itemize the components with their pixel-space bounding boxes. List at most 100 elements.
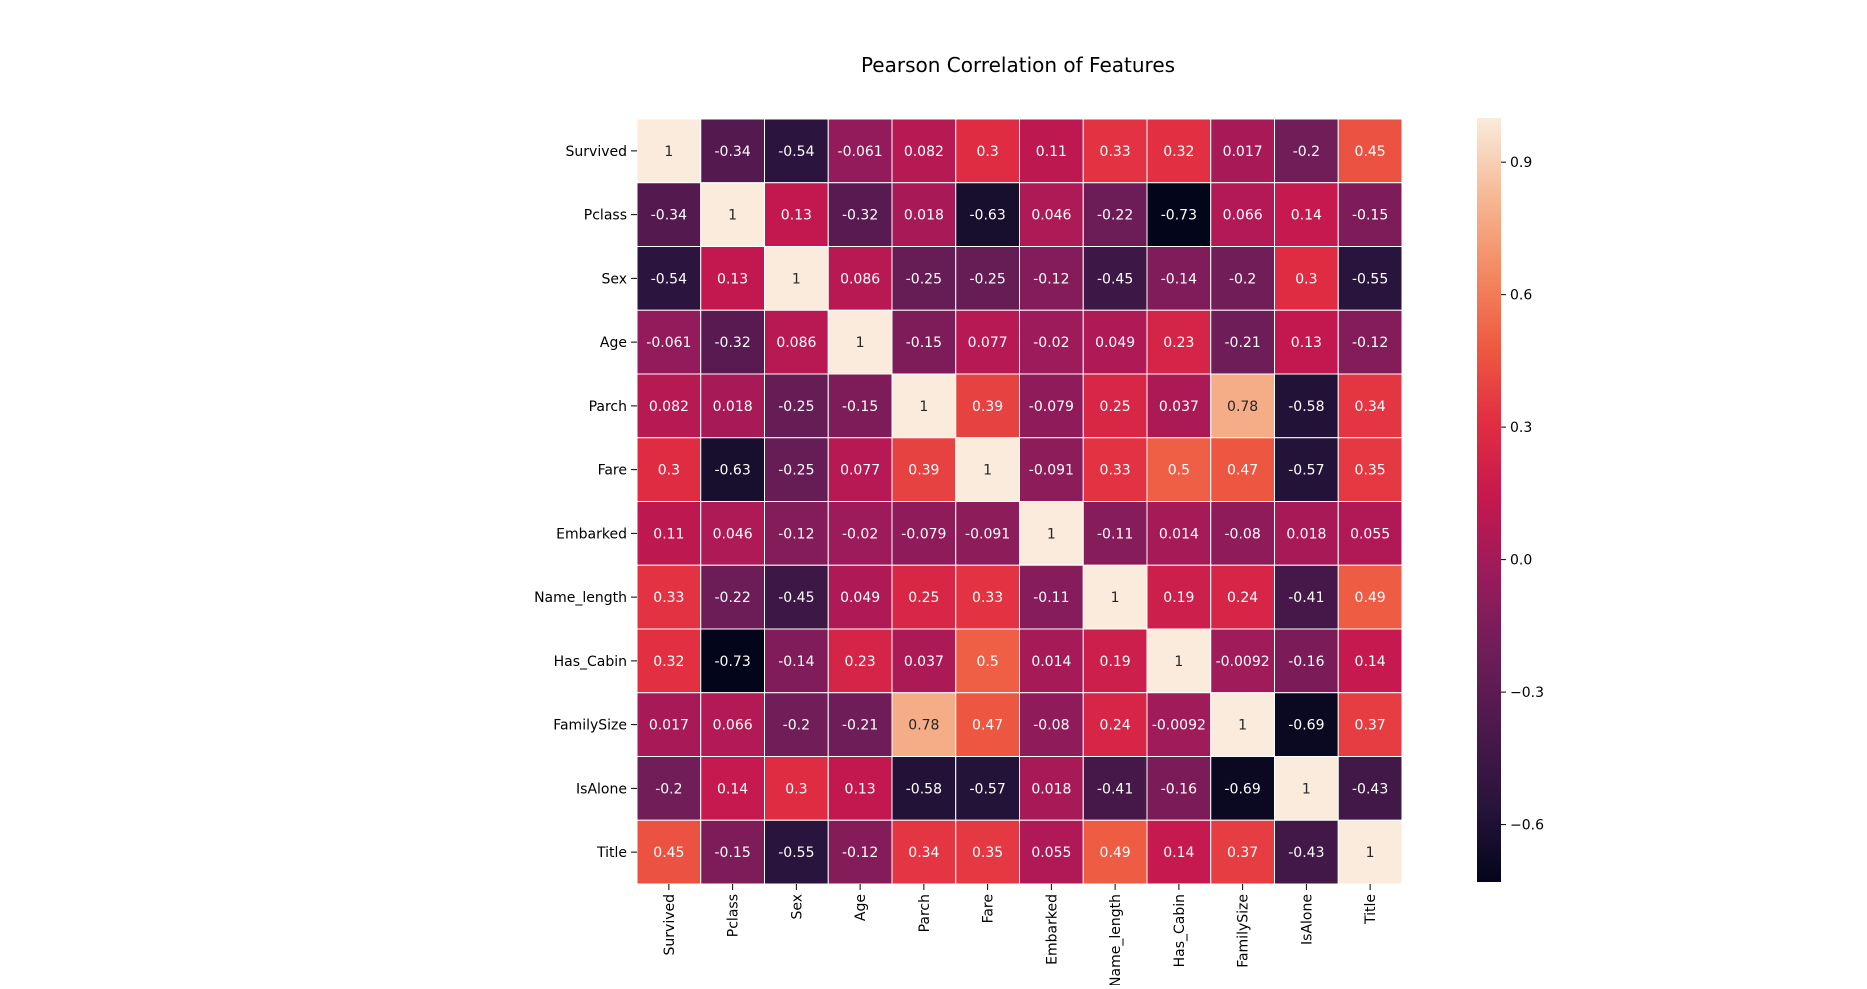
cell-value-label: 0.014 bbox=[1031, 654, 1071, 670]
heatmap-cell-embarked-embarked bbox=[1019, 501, 1084, 566]
heatmap-cell-title-fare bbox=[955, 819, 1020, 885]
heatmap-cell-has-cabin-sex bbox=[764, 628, 829, 694]
heatmap-cell-isalone-pclass bbox=[700, 756, 765, 821]
heatmap-cell-name-length-sex bbox=[764, 564, 829, 630]
cell-value-label: -0.15 bbox=[842, 399, 878, 415]
heatmap-cell-age-pclass bbox=[700, 309, 765, 375]
cell-value-label: -0.14 bbox=[778, 654, 814, 670]
cell-value-label: 1 bbox=[728, 208, 737, 224]
cell-value-label: 0.086 bbox=[840, 271, 880, 287]
heatmap-cell-name-length-title bbox=[1337, 564, 1403, 630]
cell-value-label: 0.35 bbox=[1355, 463, 1386, 479]
cell-value-label: 0.066 bbox=[1223, 208, 1263, 224]
heatmap-cell-title-familysize bbox=[1210, 819, 1275, 885]
heatmap-cell-embarked-age bbox=[827, 501, 893, 566]
cell-value-label: 0.37 bbox=[1355, 718, 1386, 734]
cell-value-label: 0.24 bbox=[1100, 718, 1131, 734]
cell-value-label: -0.45 bbox=[778, 590, 814, 606]
cell-value-label: -0.25 bbox=[906, 271, 942, 287]
cell-value-label: -0.11 bbox=[1097, 526, 1133, 542]
cell-value-label: -0.12 bbox=[1033, 271, 1069, 287]
y-tick-label-sex: Sex bbox=[601, 271, 627, 287]
cell-value-label: -0.54 bbox=[651, 271, 687, 287]
y-tick-label-has-cabin: Has_Cabin bbox=[554, 654, 627, 670]
heatmap-cells: 1 -0.34 -0.54 -0.061 0.082 0.3 0.11 0.33 0.32 0.0… bbox=[636, 118, 1403, 885]
cell-value-label: -0.079 bbox=[901, 526, 946, 542]
heatmap-cell-embarked-survived bbox=[636, 501, 702, 566]
cell-value-label: -0.11 bbox=[1033, 590, 1069, 606]
cell-value-label: 0.39 bbox=[972, 399, 1003, 415]
y-tick-label-title: Title bbox=[596, 845, 627, 861]
heatmap-cell-embarked-has-cabin bbox=[1146, 501, 1212, 566]
heatmap-cell-survived-sex bbox=[764, 118, 829, 184]
cell-value-label: -0.22 bbox=[715, 590, 751, 606]
heatmap-cell-fare-embarked bbox=[1019, 437, 1084, 502]
cell-value-label: 0.5 bbox=[1168, 463, 1190, 479]
cell-value-label: -0.25 bbox=[970, 271, 1006, 287]
cell-value-label: 0.3 bbox=[658, 463, 680, 479]
cell-value-label: -0.54 bbox=[778, 144, 814, 160]
cell-value-label: 1 bbox=[1111, 590, 1120, 606]
heatmap-cell-familysize-embarked bbox=[1019, 692, 1084, 757]
cell-value-label: -0.58 bbox=[1288, 399, 1324, 415]
cell-value-label: 0.017 bbox=[649, 718, 689, 734]
cell-value-label: -0.079 bbox=[1029, 399, 1074, 415]
heatmap-cell-parch-embarked bbox=[1019, 373, 1084, 439]
heatmap-cell-parch-pclass bbox=[700, 373, 765, 439]
heatmap-cell-isalone-has-cabin bbox=[1146, 756, 1212, 821]
heatmap-cell-survived-title bbox=[1337, 118, 1403, 184]
heatmap-cell-fare-familysize bbox=[1210, 437, 1275, 502]
colorbar-gradient bbox=[1477, 118, 1501, 882]
x-tick-label-fare: Fare bbox=[981, 894, 997, 923]
cell-value-label: 0.046 bbox=[713, 526, 753, 542]
cell-value-label: -0.22 bbox=[1097, 208, 1133, 224]
heatmap-cell-embarked-parch bbox=[891, 501, 957, 566]
x-tick-label-familysize: FamilySize bbox=[1236, 894, 1252, 968]
cell-value-label: 0.018 bbox=[1286, 526, 1326, 542]
heatmap-cell-fare-name-length bbox=[1082, 437, 1148, 502]
cell-value-label: 0.35 bbox=[972, 845, 1003, 861]
cell-value-label: 0.33 bbox=[1100, 463, 1131, 479]
cell-value-label: 0.19 bbox=[1100, 654, 1131, 670]
heatmap-cell-age-embarked bbox=[1019, 309, 1084, 375]
cell-value-label: -0.15 bbox=[1352, 208, 1388, 224]
heatmap-cell-familysize-isalone bbox=[1274, 692, 1339, 757]
cell-value-label: 0.018 bbox=[1031, 781, 1071, 797]
heatmap-cell-isalone-age bbox=[827, 756, 893, 821]
heatmap-cell-survived-pclass bbox=[700, 118, 765, 184]
heatmap-cell-embarked-isalone bbox=[1274, 501, 1339, 566]
y-tick-label-isalone: IsAlone bbox=[576, 781, 627, 797]
cell-value-label: -0.061 bbox=[838, 144, 883, 160]
cell-value-label: -0.12 bbox=[1352, 335, 1388, 351]
y-tick-label-pclass: Pclass bbox=[584, 208, 627, 224]
cell-value-label: 0.34 bbox=[1355, 399, 1386, 415]
cell-value-label: -0.02 bbox=[1033, 335, 1069, 351]
cell-value-label: 0.11 bbox=[653, 526, 684, 542]
heatmap-cell-embarked-fare bbox=[955, 501, 1020, 566]
cell-value-label: 0.14 bbox=[1291, 208, 1322, 224]
heatmap-cell-isalone-familysize bbox=[1210, 756, 1275, 821]
heatmap-cell-sex-age bbox=[827, 246, 893, 311]
cell-value-label: 0.32 bbox=[653, 654, 684, 670]
y-tick-label-familysize: FamilySize bbox=[553, 718, 627, 734]
cell-value-label: -0.2 bbox=[783, 718, 810, 734]
cell-value-label: 0.32 bbox=[1163, 144, 1194, 160]
heatmap-cell-embarked-familysize bbox=[1210, 501, 1275, 566]
heatmap-cell-isalone-isalone bbox=[1274, 756, 1339, 821]
cell-value-label: 0.78 bbox=[1227, 399, 1258, 415]
cell-value-label: -0.091 bbox=[1029, 463, 1074, 479]
cell-value-label: -0.32 bbox=[842, 208, 878, 224]
cell-value-label: 0.45 bbox=[653, 845, 684, 861]
cell-value-label: 0.018 bbox=[713, 399, 753, 415]
cell-value-label: 0.077 bbox=[968, 335, 1008, 351]
y-tick-label-age: Age bbox=[600, 335, 627, 351]
heatmap-cell-survived-fare bbox=[955, 118, 1020, 184]
heatmap-cell-name-length-isalone bbox=[1274, 564, 1339, 630]
heatmap-cell-familysize-parch bbox=[891, 692, 957, 757]
heatmap-cell-has-cabin-has-cabin bbox=[1146, 628, 1212, 694]
cell-value-label: 0.45 bbox=[1355, 144, 1386, 160]
heatmap-cell-parch-parch bbox=[891, 373, 957, 439]
heatmap-cell-age-age bbox=[827, 309, 893, 375]
heatmap-cell-has-cabin-title bbox=[1337, 628, 1403, 694]
cell-value-label: 0.049 bbox=[840, 590, 880, 606]
